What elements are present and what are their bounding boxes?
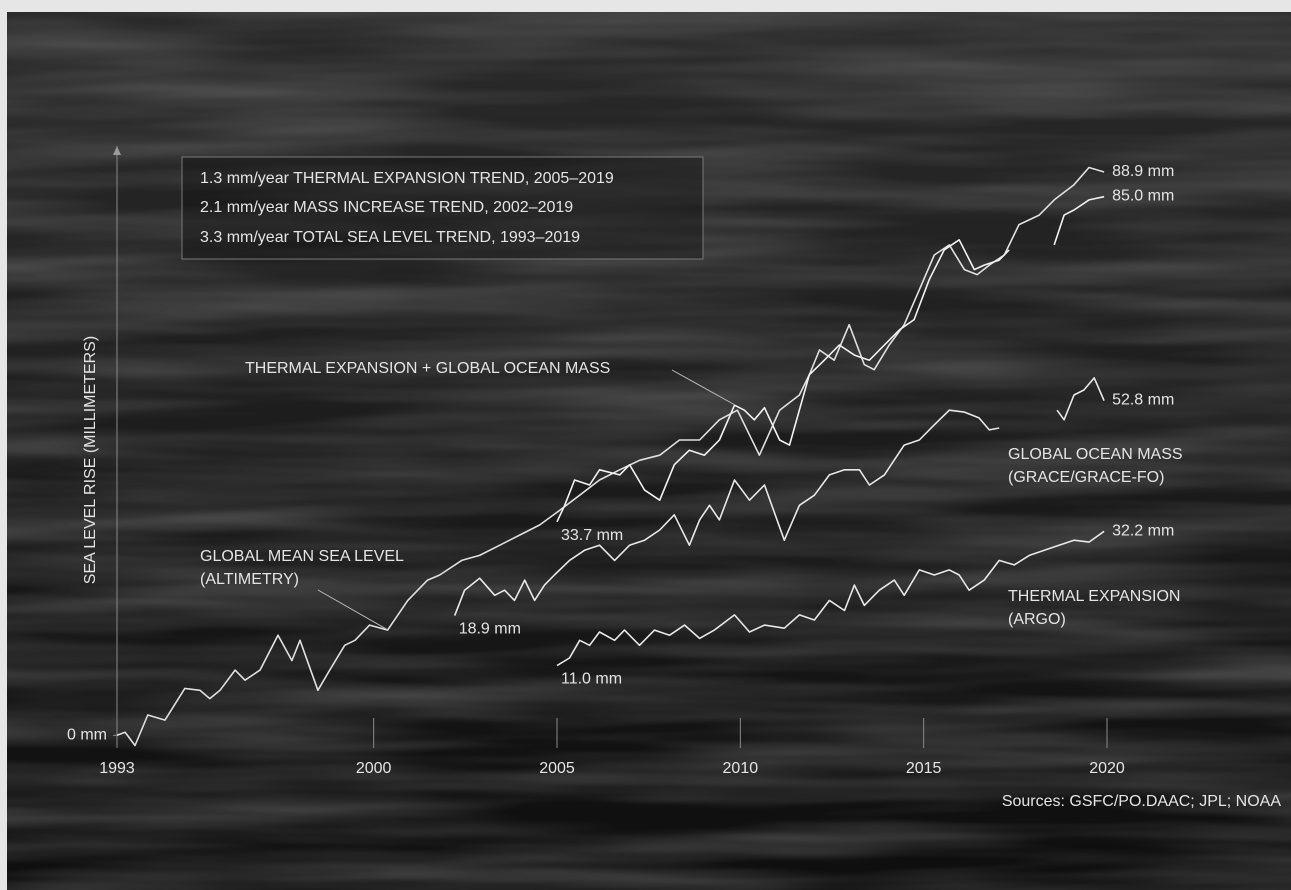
y-tick-label: 0 mm [67,727,107,744]
x-tick-label: 2000 [356,760,392,777]
series-label: GLOBAL MEAN SEA LEVEL [200,548,404,565]
info-box [181,156,704,260]
value-label: 11.0 mm [561,671,622,688]
series-line [556,195,1105,523]
series-label: (GRACE/GRACE-FO) [1008,469,1164,486]
water-texture [7,12,1291,890]
series-label: (ALTIMETRY) [200,571,299,588]
series-line [453,377,1105,616]
info-line: 1.3 mm/year THERMAL EXPANSION TREND, 200… [200,170,614,187]
value-label: 52.8 mm [1112,392,1174,409]
value-label: 33.7 mm [561,527,623,544]
x-tick-label: 1993 [99,760,135,777]
x-tick-label: 2020 [1089,760,1125,777]
value-label: 32.2 mm [1112,522,1174,539]
series-line [116,166,1105,747]
info-line: 3.3 mm/year TOTAL SEA LEVEL TREND, 1993–… [200,229,580,246]
leader-line [671,369,736,406]
series-label: THERMAL EXPANSION + GLOBAL OCEAN MASS [245,360,610,377]
x-tick-label: 2010 [723,760,759,777]
value-label: 88.9 mm [1112,163,1174,180]
y-axis-arrow [113,146,121,155]
y-axis-label: SEA LEVEL RISE (MILLIMETERS) [82,336,99,584]
info-line: 2.1 mm/year MASS INCREASE TREND, 2002–20… [200,199,573,216]
series-label: THERMAL EXPANSION [1008,588,1180,605]
leader-line [317,589,389,631]
source: Sources: GSFC/PO.DAAC; JPL; NOAA [1002,793,1282,810]
value-label: 18.9 mm [459,621,521,638]
x-tick-label: 2005 [539,760,575,777]
x-tick-label: 2015 [906,760,942,777]
value-label: 85.0 mm [1112,188,1174,205]
series-line [556,530,1105,667]
series-label: (ARGO) [1008,611,1066,628]
series-label: GLOBAL OCEAN MASS [1008,446,1183,463]
